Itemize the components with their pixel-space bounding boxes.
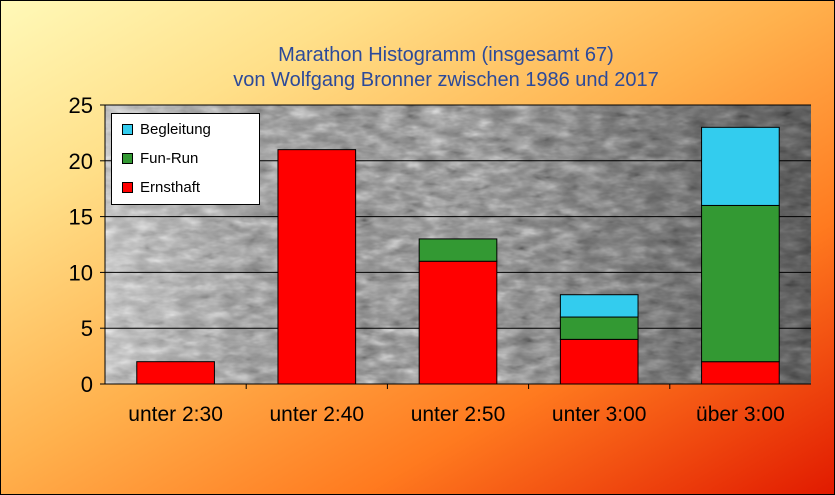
legend-item: Begleitung — [122, 119, 211, 139]
bar-segment — [701, 126, 780, 206]
legend-swatch — [122, 123, 133, 135]
chart-subtitle: von Wolfgang Bronner zwischen 1986 und 2… — [233, 69, 659, 91]
y-tick-label: 5 — [81, 316, 93, 341]
y-tick-label: 15 — [69, 205, 93, 230]
x-tick-labels: unter 2:30 unter 2:40 unter 2:50 unter 3:00… — [128, 403, 784, 426]
legend-swatch — [122, 152, 133, 164]
x-tick-label: unter 2:30 — [128, 403, 223, 426]
y-tick-label: 0 — [81, 372, 93, 397]
legend-item: Fun-Run — [122, 148, 198, 168]
x-tick-label: unter 2:40 — [270, 403, 365, 426]
bar-segment — [701, 361, 780, 385]
bars — [136, 126, 780, 385]
bar-segment — [559, 316, 639, 340]
axes — [100, 104, 811, 389]
bar-segment — [559, 294, 639, 318]
x-tick-label: unter 2:50 — [411, 403, 506, 426]
legend-item: Ernsthaft — [122, 177, 200, 197]
legend: Begleitung Fun-Run Ernsthaft — [111, 113, 260, 205]
y-tick-label: 25 — [69, 93, 93, 118]
y-tick-label: 10 — [69, 260, 93, 285]
x-tick-label: über 3:00 — [696, 403, 785, 426]
legend-label: Ernsthaft — [140, 178, 201, 196]
bar-segment — [277, 149, 357, 385]
x-tick-label: unter 3:00 — [552, 403, 647, 426]
bar-segment — [701, 204, 780, 363]
legend-label: Fun-Run — [140, 149, 199, 167]
bar-segment — [418, 238, 498, 262]
legend-swatch — [122, 181, 133, 193]
bar-segment — [418, 260, 498, 385]
chart-title-block: Marathon Histogramm (insgesamt 67) von W… — [106, 43, 786, 93]
y-tick-labels: 0 5 10 15 20 25 — [69, 93, 93, 397]
y-tick-label: 20 — [69, 149, 93, 174]
bar-segment — [559, 338, 639, 385]
bar-segment — [136, 361, 215, 385]
gridlines — [105, 104, 811, 329]
chart-title: Marathon Histogramm (insgesamt 67) — [278, 44, 614, 66]
legend-label: Begleitung — [140, 120, 211, 138]
